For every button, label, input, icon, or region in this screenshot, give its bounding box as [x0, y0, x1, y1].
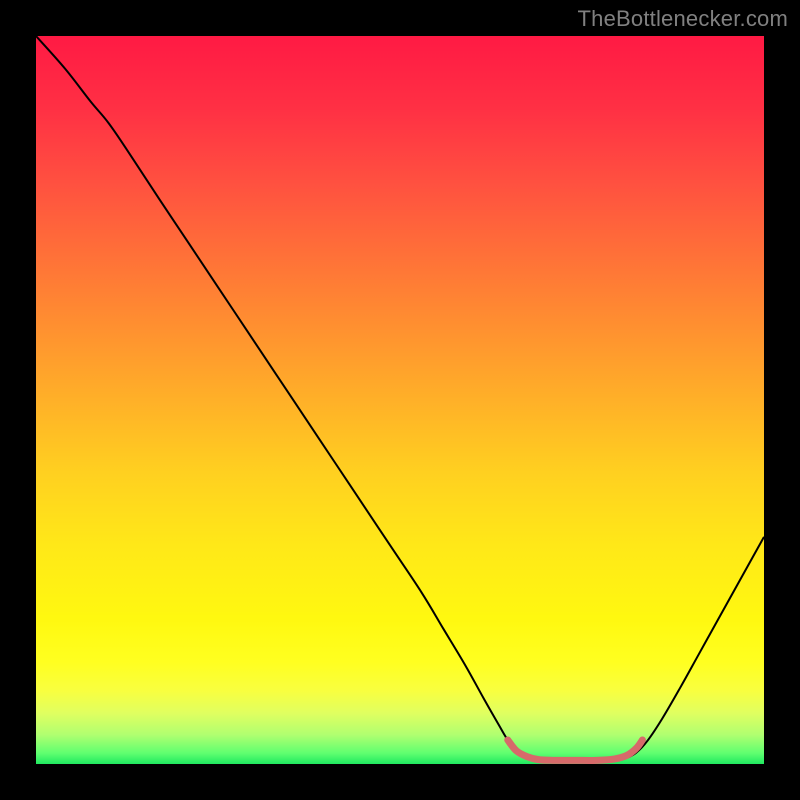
gradient-background — [36, 36, 764, 764]
watermark-text: TheBottlenecker.com — [578, 6, 788, 32]
plot-area — [36, 36, 764, 764]
chart-svg — [36, 36, 764, 764]
chart-container: TheBottlenecker.com — [0, 0, 800, 800]
